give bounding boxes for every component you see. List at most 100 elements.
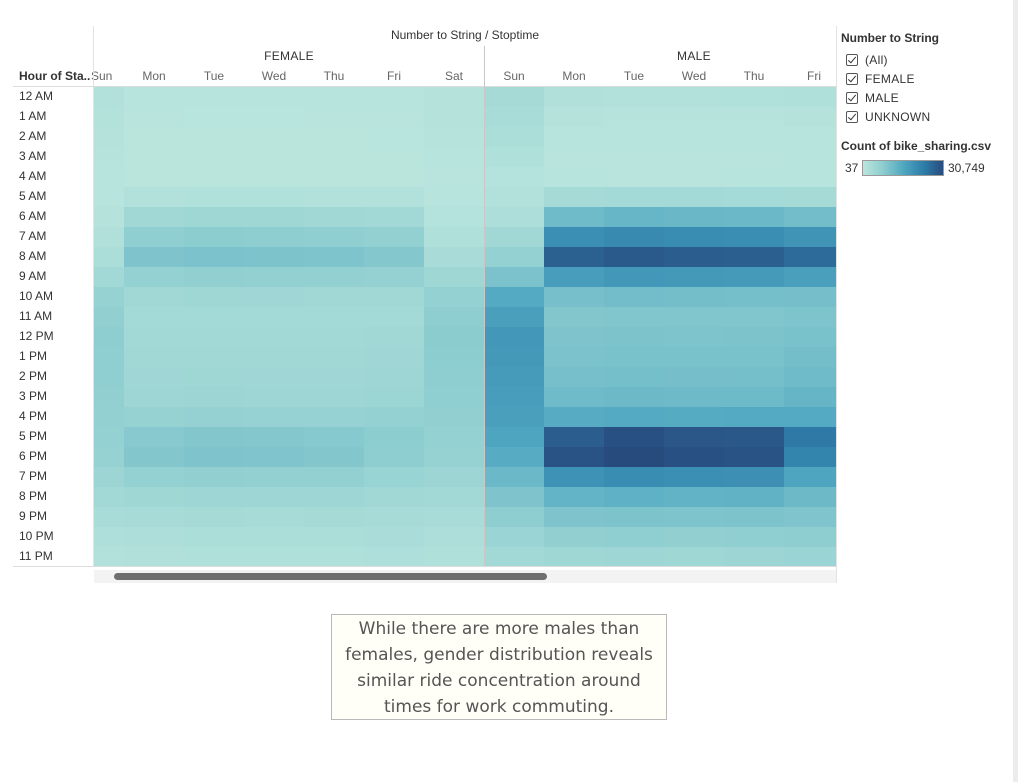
heat-cell-female-thu-11[interactable]: [304, 307, 364, 327]
heat-cell-male-mon-12[interactable]: [544, 327, 604, 347]
heat-cell-male-tue-18[interactable]: [604, 447, 664, 467]
heat-cell-female-wed-18[interactable]: [244, 447, 304, 467]
filter-option-male[interactable]: MALE: [846, 90, 899, 106]
heat-cell-female-sun-20[interactable]: [94, 487, 124, 507]
heat-cell-female-sun-22[interactable]: [94, 527, 124, 547]
heat-cell-male-sun-6[interactable]: [484, 207, 544, 227]
heat-cell-male-thu-14[interactable]: [724, 367, 784, 387]
heat-cell-female-sat-2[interactable]: [424, 127, 484, 147]
heat-cell-male-fri-6[interactable]: [784, 207, 836, 227]
heat-cell-female-mon-16[interactable]: [124, 407, 184, 427]
heat-cell-male-fri-4[interactable]: [784, 167, 836, 187]
heat-cell-female-fri-0[interactable]: [364, 87, 424, 107]
heat-cell-male-fri-17[interactable]: [784, 427, 836, 447]
heat-cell-female-sat-12[interactable]: [424, 327, 484, 347]
heat-cell-male-sun-11[interactable]: [484, 307, 544, 327]
heat-cell-male-fri-10[interactable]: [784, 287, 836, 307]
heat-cell-male-wed-1[interactable]: [664, 107, 724, 127]
heat-cell-male-wed-4[interactable]: [664, 167, 724, 187]
heat-cell-female-fri-3[interactable]: [364, 147, 424, 167]
heat-cell-female-thu-22[interactable]: [304, 527, 364, 547]
heat-cell-female-sat-9[interactable]: [424, 267, 484, 287]
heat-cell-male-thu-0[interactable]: [724, 87, 784, 107]
heat-cell-male-thu-10[interactable]: [724, 287, 784, 307]
heat-cell-female-sun-0[interactable]: [94, 87, 124, 107]
heat-cell-female-fri-15[interactable]: [364, 387, 424, 407]
heat-cell-female-tue-10[interactable]: [184, 287, 244, 307]
heat-cell-female-sat-4[interactable]: [424, 167, 484, 187]
heat-cell-female-mon-23[interactable]: [124, 547, 184, 567]
heat-cell-female-tue-3[interactable]: [184, 147, 244, 167]
heat-cell-female-tue-16[interactable]: [184, 407, 244, 427]
heat-cell-male-mon-20[interactable]: [544, 487, 604, 507]
heat-cell-female-tue-15[interactable]: [184, 387, 244, 407]
heat-cell-male-thu-12[interactable]: [724, 327, 784, 347]
heat-cell-female-mon-21[interactable]: [124, 507, 184, 527]
heat-cell-female-mon-2[interactable]: [124, 127, 184, 147]
heat-cell-female-thu-1[interactable]: [304, 107, 364, 127]
heat-cell-male-wed-20[interactable]: [664, 487, 724, 507]
heat-cell-male-sun-23[interactable]: [484, 547, 544, 567]
heat-cell-male-mon-14[interactable]: [544, 367, 604, 387]
heat-cell-male-fri-19[interactable]: [784, 467, 836, 487]
heat-cell-male-tue-8[interactable]: [604, 247, 664, 267]
heat-cell-female-thu-23[interactable]: [304, 547, 364, 567]
heat-cell-male-sun-5[interactable]: [484, 187, 544, 207]
heat-cell-male-sun-10[interactable]: [484, 287, 544, 307]
heat-cell-male-fri-3[interactable]: [784, 147, 836, 167]
heat-cell-female-thu-20[interactable]: [304, 487, 364, 507]
heat-cell-female-mon-0[interactable]: [124, 87, 184, 107]
heat-cell-male-thu-13[interactable]: [724, 347, 784, 367]
heat-cell-male-fri-14[interactable]: [784, 367, 836, 387]
heat-cell-female-fri-21[interactable]: [364, 507, 424, 527]
heat-cell-male-wed-10[interactable]: [664, 287, 724, 307]
heat-cell-male-tue-12[interactable]: [604, 327, 664, 347]
heat-cell-male-thu-21[interactable]: [724, 507, 784, 527]
heat-cell-male-sun-18[interactable]: [484, 447, 544, 467]
heat-cell-male-wed-18[interactable]: [664, 447, 724, 467]
heat-cell-male-tue-7[interactable]: [604, 227, 664, 247]
heat-cell-female-wed-11[interactable]: [244, 307, 304, 327]
heat-cell-male-fri-11[interactable]: [784, 307, 836, 327]
heat-cell-female-mon-4[interactable]: [124, 167, 184, 187]
heat-cell-female-thu-18[interactable]: [304, 447, 364, 467]
heat-cell-female-tue-22[interactable]: [184, 527, 244, 547]
heat-cell-male-wed-17[interactable]: [664, 427, 724, 447]
heat-cell-male-sun-17[interactable]: [484, 427, 544, 447]
heat-cell-female-sat-16[interactable]: [424, 407, 484, 427]
heat-cell-male-sun-12[interactable]: [484, 327, 544, 347]
heat-cell-female-fri-12[interactable]: [364, 327, 424, 347]
heat-cell-male-fri-23[interactable]: [784, 547, 836, 567]
heat-cell-female-thu-7[interactable]: [304, 227, 364, 247]
heat-cell-male-fri-5[interactable]: [784, 187, 836, 207]
heat-cell-female-sat-10[interactable]: [424, 287, 484, 307]
heat-cell-male-thu-16[interactable]: [724, 407, 784, 427]
heat-cell-male-sun-7[interactable]: [484, 227, 544, 247]
heat-cell-male-sun-13[interactable]: [484, 347, 544, 367]
heat-cell-female-fri-5[interactable]: [364, 187, 424, 207]
heat-cell-female-sat-14[interactable]: [424, 367, 484, 387]
heat-cell-male-mon-16[interactable]: [544, 407, 604, 427]
heat-cell-female-thu-4[interactable]: [304, 167, 364, 187]
heat-cell-female-fri-7[interactable]: [364, 227, 424, 247]
heat-cell-male-mon-9[interactable]: [544, 267, 604, 287]
heat-cell-female-wed-2[interactable]: [244, 127, 304, 147]
heat-cell-female-tue-19[interactable]: [184, 467, 244, 487]
heat-cell-female-fri-6[interactable]: [364, 207, 424, 227]
heat-cell-female-mon-11[interactable]: [124, 307, 184, 327]
heat-cell-female-mon-14[interactable]: [124, 367, 184, 387]
heat-cell-female-sun-8[interactable]: [94, 247, 124, 267]
heat-cell-female-sat-19[interactable]: [424, 467, 484, 487]
heat-cell-female-thu-10[interactable]: [304, 287, 364, 307]
heat-cell-male-sun-16[interactable]: [484, 407, 544, 427]
heat-cell-female-mon-1[interactable]: [124, 107, 184, 127]
heat-cell-male-thu-11[interactable]: [724, 307, 784, 327]
heat-cell-male-thu-9[interactable]: [724, 267, 784, 287]
heat-cell-male-fri-16[interactable]: [784, 407, 836, 427]
heat-cell-male-sun-9[interactable]: [484, 267, 544, 287]
heat-cell-female-thu-16[interactable]: [304, 407, 364, 427]
heat-cell-female-mon-9[interactable]: [124, 267, 184, 287]
heat-cell-female-fri-16[interactable]: [364, 407, 424, 427]
heat-cell-male-wed-7[interactable]: [664, 227, 724, 247]
heat-cell-female-thu-21[interactable]: [304, 507, 364, 527]
